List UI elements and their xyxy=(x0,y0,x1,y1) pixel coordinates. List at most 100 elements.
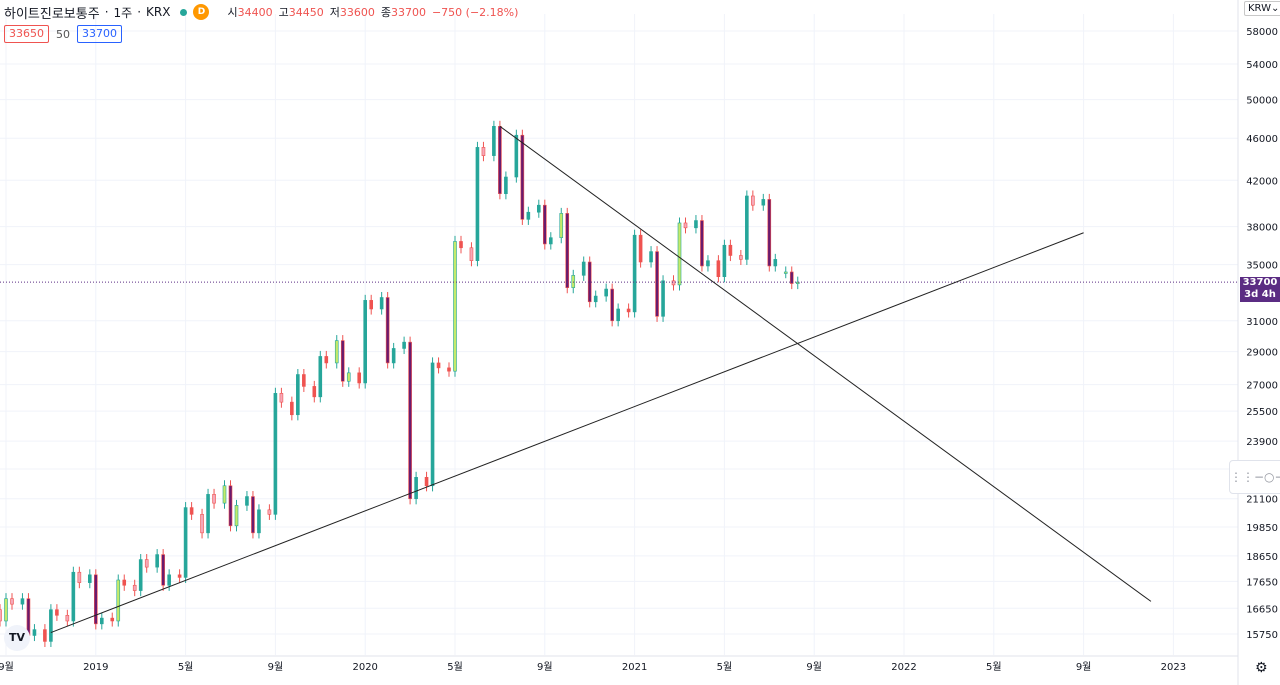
price-axis-label: 19850 xyxy=(1246,523,1278,534)
price-axis-label: 46000 xyxy=(1246,134,1278,145)
candle-body xyxy=(4,598,8,622)
candle-body xyxy=(661,280,665,317)
candle-body xyxy=(302,374,306,387)
candle-body xyxy=(177,574,182,578)
candle-body xyxy=(571,275,576,288)
candle-body xyxy=(481,147,486,156)
ma-length: 50 xyxy=(56,27,70,41)
symbol-name[interactable]: 하이트진로보통주 xyxy=(4,6,100,22)
tradingview-logo[interactable]: TV xyxy=(4,625,30,651)
price-axis-label: 16650 xyxy=(1246,604,1278,615)
price-axis-label: 54000 xyxy=(1246,60,1278,71)
candle-body xyxy=(789,271,794,284)
candle-body xyxy=(649,251,653,263)
candle-body xyxy=(677,222,682,286)
candle-body xyxy=(385,297,390,364)
candle-body xyxy=(324,356,329,364)
high-label: 고 xyxy=(278,6,289,19)
trend-line xyxy=(499,125,1152,602)
candle-body xyxy=(795,281,800,284)
candle-body xyxy=(453,241,457,372)
candle-body xyxy=(379,297,384,310)
price-axis-label: 58000 xyxy=(1246,27,1278,38)
time-axis-label: 9월 xyxy=(1076,661,1092,673)
candle-body xyxy=(346,372,351,382)
candle-body xyxy=(296,374,300,416)
status-indicators[interactable]: D xyxy=(180,4,210,20)
candle-body xyxy=(469,247,474,261)
time-axis-label: 9월 xyxy=(0,661,14,673)
candle-body xyxy=(132,584,137,591)
gear-icon[interactable]: ⚙ xyxy=(1255,660,1268,676)
candle-body xyxy=(257,509,261,534)
candle-body xyxy=(318,356,323,398)
candle-body xyxy=(402,341,406,349)
interval-label[interactable]: 1주 xyxy=(113,5,133,20)
candle-body xyxy=(183,507,188,578)
candle-body xyxy=(10,598,14,605)
time-axis-label: 2023 xyxy=(1161,662,1186,673)
high-value: 34450 xyxy=(288,5,324,19)
price-axis-label: 35000 xyxy=(1246,261,1278,272)
candle-body xyxy=(520,134,525,220)
legend-separator: · xyxy=(137,5,142,19)
indicator-legend[interactable]: 33650 50 33700 xyxy=(4,25,122,43)
price-axis-label: 38000 xyxy=(1246,223,1278,234)
candle-body xyxy=(514,134,519,178)
time-axis-label: 2022 xyxy=(891,662,916,673)
time-axis-label: 9월 xyxy=(537,661,553,673)
candle-body xyxy=(245,496,249,506)
candle-body xyxy=(228,485,233,527)
candle-body xyxy=(391,348,396,364)
drawing-toolbar-handle[interactable]: ⋮⋮ −○− xyxy=(1229,460,1280,494)
currency-selector[interactable]: KRW⌄ xyxy=(1244,1,1280,16)
time-axis-label: 5월 xyxy=(717,661,733,673)
candle-body xyxy=(167,574,171,586)
candle-body xyxy=(632,234,637,313)
candle-body xyxy=(116,579,121,622)
bar-countdown: 3d 4h xyxy=(1244,289,1276,300)
candle-body xyxy=(234,505,239,527)
price-axis-label: 42000 xyxy=(1246,176,1278,187)
candle-body xyxy=(312,386,317,398)
candle-body xyxy=(357,372,362,384)
candle-body xyxy=(475,147,480,261)
candle-body xyxy=(100,617,104,625)
candle-body xyxy=(122,579,127,586)
candle-body xyxy=(616,308,620,322)
legend-separator: · xyxy=(104,5,109,19)
candle-body xyxy=(739,255,743,260)
price-axis-label: 15750 xyxy=(1246,630,1278,641)
candle-body xyxy=(251,496,255,534)
candle-body xyxy=(424,477,429,487)
data-delay-icon: D xyxy=(193,4,210,20)
candle-body xyxy=(610,288,614,322)
chevron-down-icon: ⌄ xyxy=(1271,3,1280,14)
candle-body xyxy=(683,222,688,229)
candle-body xyxy=(65,614,70,622)
candle-body xyxy=(581,261,586,276)
candle-body xyxy=(565,213,570,288)
candle-body xyxy=(94,574,98,625)
candle-body xyxy=(722,244,727,277)
candle-body xyxy=(593,295,598,303)
candle-body xyxy=(745,195,749,260)
price-axis-label: 23900 xyxy=(1246,437,1278,448)
price-axis-label: 31000 xyxy=(1246,317,1278,328)
low-value: 33600 xyxy=(339,5,375,19)
open-label: 시 xyxy=(227,6,238,19)
candle-body xyxy=(161,554,165,586)
candle-body xyxy=(0,609,2,622)
time-axis-label: 2021 xyxy=(622,662,647,673)
candle-body xyxy=(20,598,25,605)
time-axis-label: 5월 xyxy=(178,661,194,673)
drag-handle-icon: ⋮⋮ xyxy=(1230,470,1254,484)
candle-body xyxy=(55,609,59,616)
time-axis-label: 2019 xyxy=(83,662,108,673)
ma-right-value: 33700 xyxy=(77,25,122,43)
time-axis-label: 5월 xyxy=(986,661,1002,673)
time-axis-label: 9월 xyxy=(268,661,284,673)
candle-body xyxy=(340,340,345,382)
